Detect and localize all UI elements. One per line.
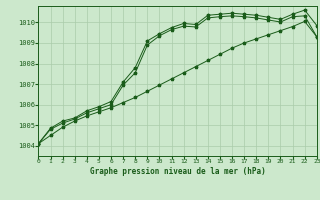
- X-axis label: Graphe pression niveau de la mer (hPa): Graphe pression niveau de la mer (hPa): [90, 167, 266, 176]
